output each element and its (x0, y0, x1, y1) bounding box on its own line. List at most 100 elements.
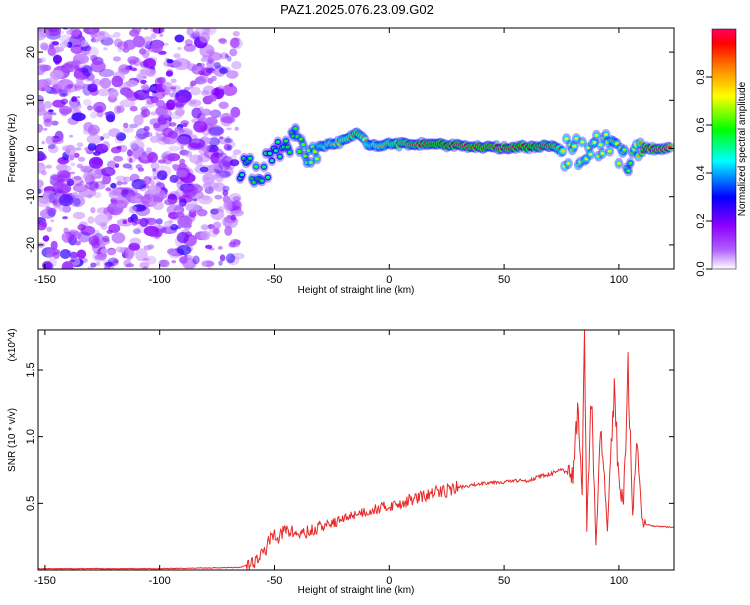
noise-blob (69, 155, 75, 161)
noise-blob (210, 208, 225, 221)
noise-blob (185, 231, 192, 237)
noise-blob (148, 231, 161, 238)
noise-blob (103, 47, 108, 51)
spectrogram-marks (38, 28, 674, 269)
noise-blob (232, 196, 241, 201)
noise-blob (232, 31, 240, 37)
noise-blob (53, 56, 62, 63)
ridge-core (572, 144, 577, 148)
noise-blob (71, 96, 77, 103)
noise-blob (223, 199, 235, 211)
noise-blob (121, 181, 128, 185)
noise-blob (151, 39, 164, 54)
noise-blob (102, 141, 110, 151)
noise-blob (186, 28, 194, 36)
ridge-core (265, 175, 270, 179)
noise-blob (156, 170, 168, 181)
noise-blob (42, 79, 52, 86)
noise-blob (113, 155, 124, 162)
noise-blob (178, 195, 193, 203)
noise-blob (220, 52, 229, 60)
noise-blob (170, 223, 179, 231)
noise-blob (229, 82, 234, 87)
noise-blob (155, 99, 166, 108)
noise-blob (149, 135, 161, 143)
noise-blob (108, 128, 121, 138)
noise-blob (60, 93, 67, 96)
noise-blob (43, 127, 48, 131)
ridge-core (607, 149, 612, 153)
noise-blob (100, 248, 108, 254)
noise-blob (90, 111, 98, 119)
noise-blob (177, 215, 193, 228)
noise-blob (42, 260, 53, 269)
noise-blob (192, 255, 200, 265)
noise-blob (150, 180, 155, 186)
noise-blob (128, 157, 133, 163)
ridge-core (604, 132, 608, 137)
x-tick-label: 100 (610, 274, 628, 286)
noise-blob (158, 117, 167, 125)
noise-blob (133, 114, 144, 126)
noise-blob (59, 41, 70, 48)
noise-blob (159, 33, 164, 37)
noise-blob (101, 179, 106, 185)
noise-blob (153, 122, 161, 129)
ridge-core (285, 145, 290, 149)
snr-y-axis-label: SNR (10 * v/v) (7, 408, 18, 472)
ridge-core (578, 160, 583, 164)
noise-blob (83, 99, 92, 106)
y-tick-label: 10 (25, 94, 37, 106)
noise-blob (142, 266, 148, 269)
y-tick-label: -20 (25, 237, 37, 253)
y-tick-label: 1.0 (25, 429, 37, 444)
noise-blob (145, 217, 157, 226)
noise-blob (228, 241, 236, 248)
ridge-core (242, 156, 247, 161)
noise-blob (170, 78, 177, 84)
noise-blob (42, 235, 50, 242)
ridge-core (626, 169, 631, 173)
ridge-core (308, 160, 313, 164)
noise-blob (143, 58, 156, 69)
noise-blob (174, 126, 183, 132)
noise-blob (195, 160, 203, 167)
snr-y-ticks: 0.5 1.0 1.5 (25, 362, 674, 511)
noise-blob (200, 90, 209, 96)
noise-blob (166, 99, 176, 111)
ridge-core (277, 155, 282, 159)
ridge-core (284, 139, 288, 143)
noise-blob (43, 101, 53, 109)
noise-blob (190, 86, 201, 96)
noise-blob (107, 215, 113, 221)
noise-blob (218, 85, 225, 90)
noise-blob (136, 73, 144, 81)
noise-blob (218, 101, 229, 110)
noise-blob (191, 31, 201, 39)
noise-blob (47, 110, 53, 115)
noise-blob (225, 136, 231, 141)
noise-blob (85, 181, 99, 190)
ridge-core (586, 146, 591, 150)
ridge-core (252, 180, 257, 184)
noise-blob (60, 98, 69, 105)
noise-blob (174, 34, 185, 43)
noise-blob (52, 198, 59, 206)
noise-blob (142, 257, 150, 262)
spectrogram-x-axis-label: Height of straight line (km) (298, 285, 415, 296)
noise-blob (211, 163, 224, 170)
noise-blob (185, 61, 192, 65)
noise-blob (146, 97, 155, 105)
noise-blob (172, 58, 191, 70)
noise-blob (59, 249, 71, 259)
ridge-core (260, 179, 264, 183)
colorbar-tick-label: 0.6 (695, 117, 707, 132)
colorbar-gradient (711, 28, 737, 270)
noise-blob (91, 79, 96, 85)
noise-blob (219, 67, 228, 74)
ridge-core (592, 140, 597, 144)
noise-blob (217, 205, 225, 213)
noise-blob (122, 126, 134, 133)
noise-blob (140, 79, 147, 84)
